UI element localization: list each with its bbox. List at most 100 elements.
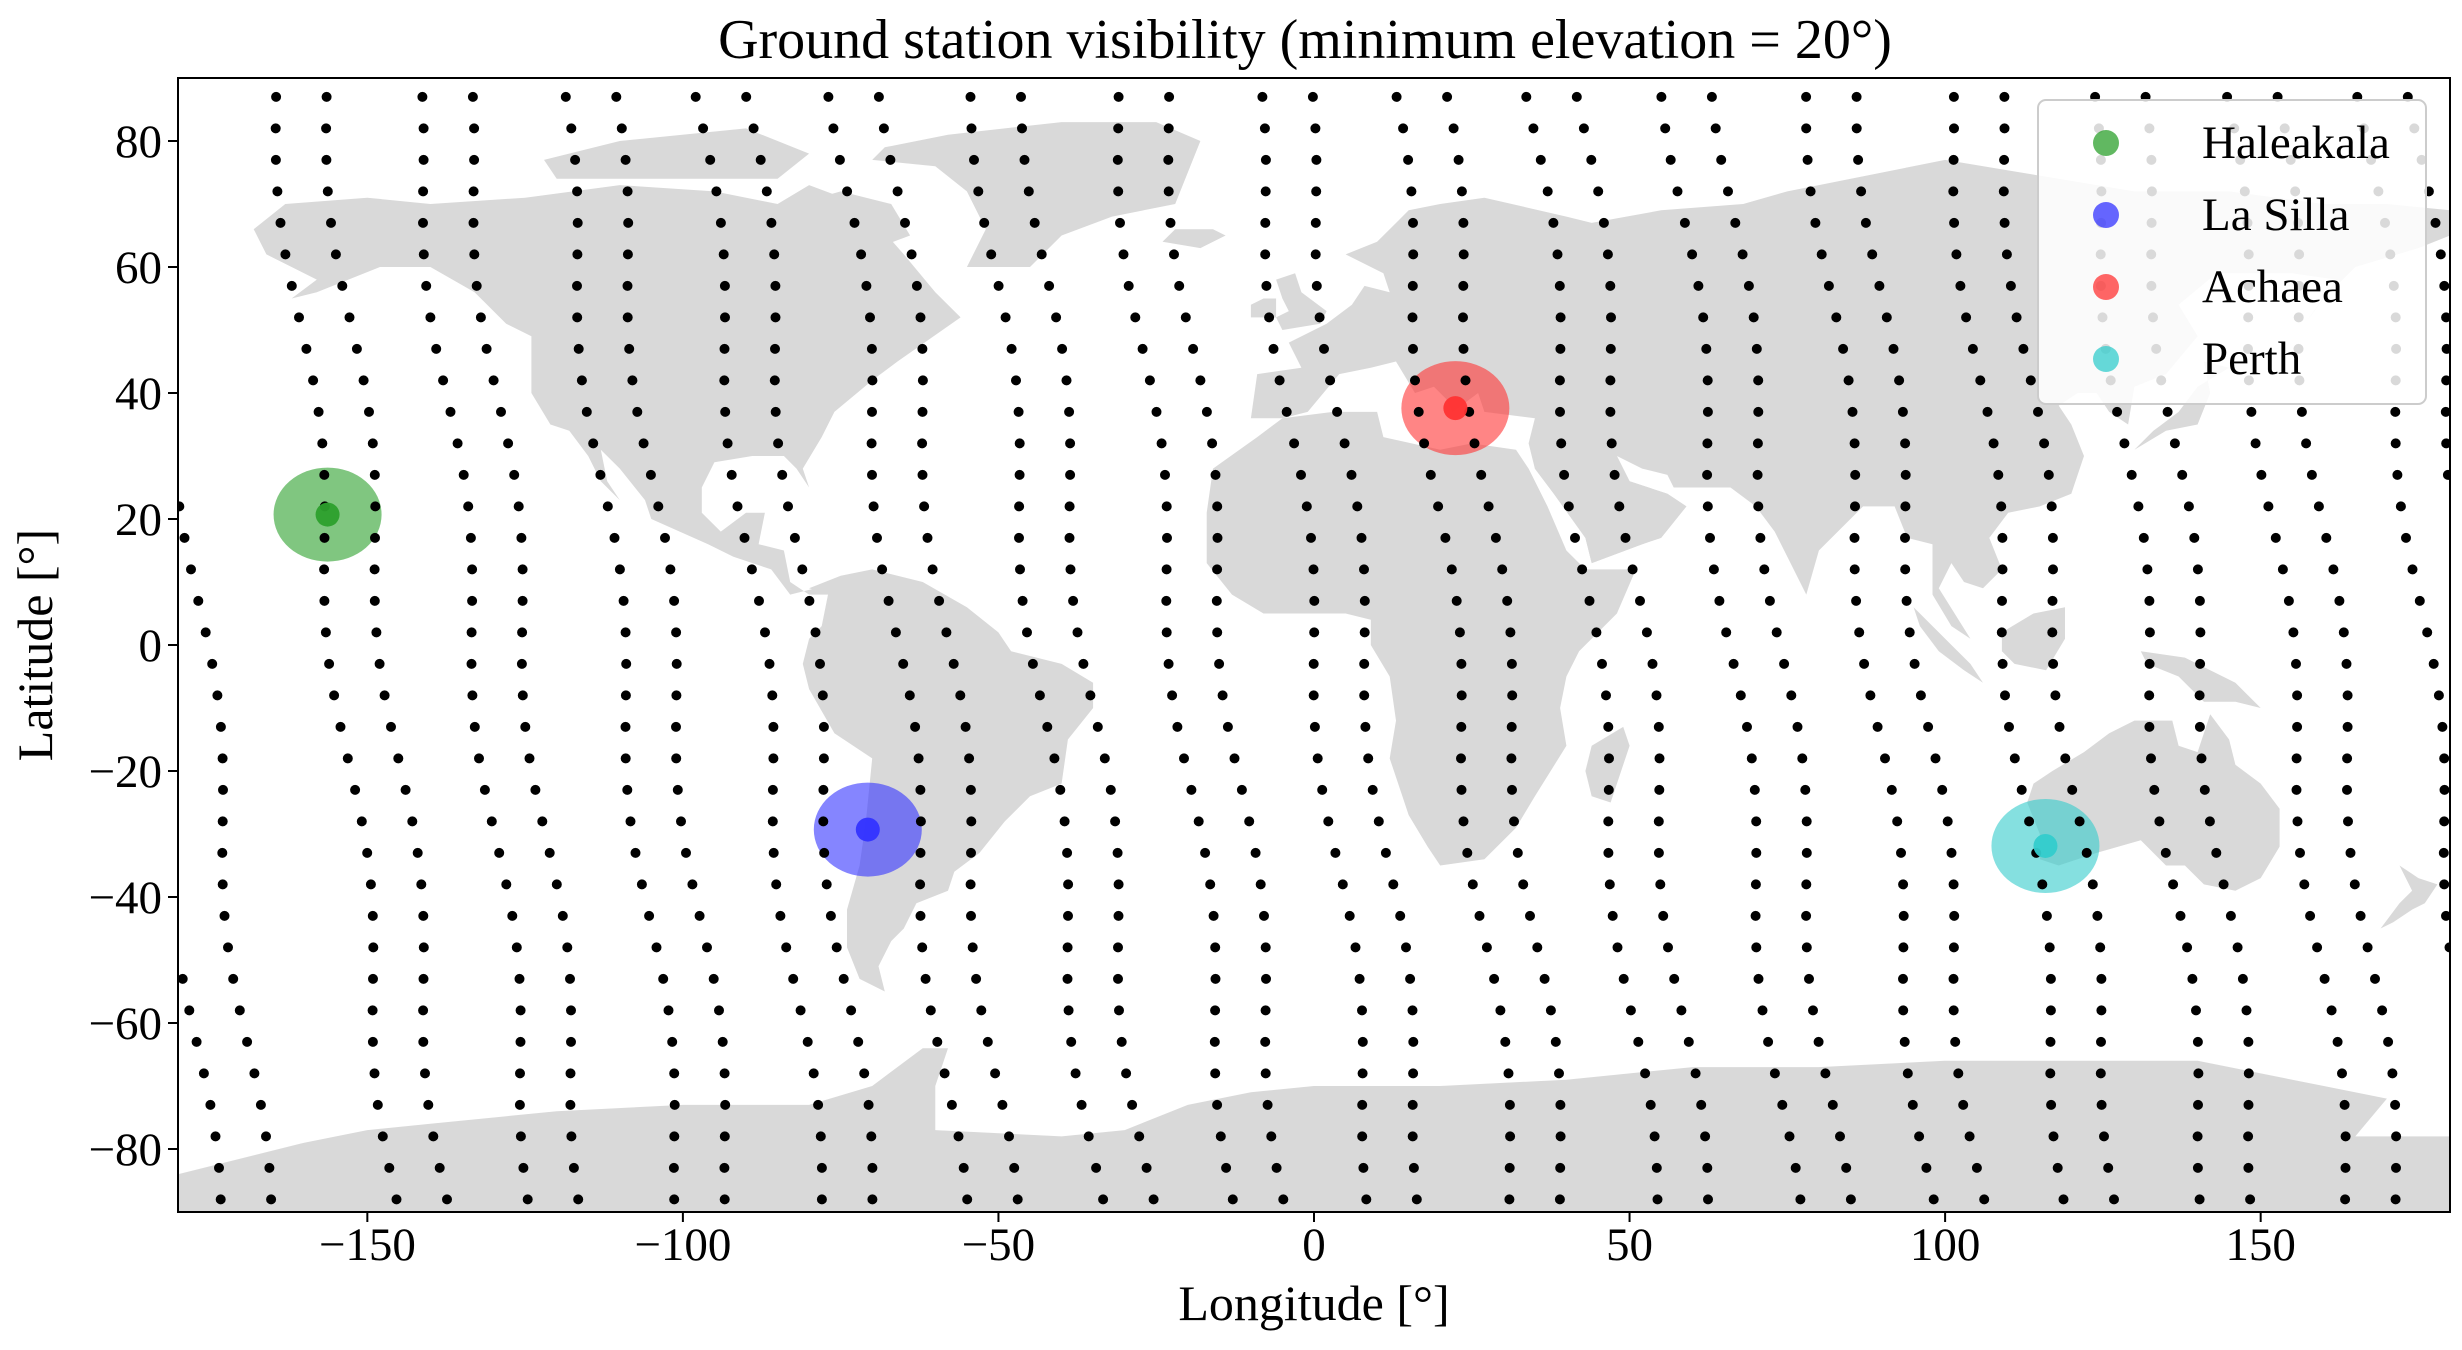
ground-track-point xyxy=(255,1099,266,1110)
ground-track-point xyxy=(990,1068,1001,1079)
ground-track-point xyxy=(1752,469,1763,480)
ground-track-point xyxy=(1948,973,1959,984)
ground-track-point xyxy=(2243,1099,2254,1110)
ground-track-point xyxy=(797,564,808,575)
ground-track-point xyxy=(200,627,211,638)
ground-track-point xyxy=(1898,879,1909,890)
ground-track-point xyxy=(1948,879,1959,890)
ground-track-point xyxy=(1458,280,1469,291)
ground-track-point xyxy=(377,1131,388,1142)
ground-track-point xyxy=(1458,343,1469,354)
ground-track-point xyxy=(2052,1162,2063,1173)
ground-track-point xyxy=(1027,658,1038,669)
legend-label-la-silla: La Silla xyxy=(2202,189,2350,241)
ground-track-point xyxy=(2256,469,2267,480)
ground-track-point xyxy=(581,406,592,417)
ground-track-point xyxy=(367,1036,378,1047)
ground-track-point xyxy=(1446,564,1457,575)
ground-track-point xyxy=(479,784,490,795)
ground-track-point xyxy=(1356,532,1367,543)
ground-track-point xyxy=(1163,658,1174,669)
ground-track-point xyxy=(714,1005,724,1016)
ground-track-point xyxy=(866,1131,877,1142)
ground-track-point xyxy=(367,438,378,449)
ground-track-point xyxy=(2390,438,2401,449)
y-tick-label: −20 xyxy=(88,746,162,798)
ground-track-point xyxy=(1174,280,1185,291)
legend-frame xyxy=(2037,99,2427,405)
ground-track-point xyxy=(1948,1005,1959,1016)
ground-track-point xyxy=(1805,186,1816,197)
ground-track-point xyxy=(838,973,849,984)
ground-track-point xyxy=(1618,973,1629,984)
ground-track-point xyxy=(1640,1068,1651,1079)
ground-track-point xyxy=(2291,753,2302,764)
ground-track-point xyxy=(859,1068,870,1079)
ground-track-point xyxy=(1964,1131,1975,1142)
ground-track-point xyxy=(1308,658,1319,669)
ground-track-point xyxy=(1460,375,1471,386)
ground-track-point xyxy=(2341,658,2352,669)
ground-track-point xyxy=(611,91,622,102)
ground-track-point xyxy=(1458,217,1469,228)
ground-track-point xyxy=(2047,532,2058,543)
ground-track-point xyxy=(1605,406,1616,417)
ground-track-point xyxy=(1029,217,1040,228)
ground-track-point xyxy=(1528,123,1539,134)
ground-track-point xyxy=(941,627,952,638)
ground-track-point xyxy=(1898,942,1909,953)
ground-track-point xyxy=(1555,312,1566,323)
legend-label-achaea: Achaea xyxy=(2202,261,2343,313)
ground-track-point xyxy=(645,469,656,480)
ground-track-point xyxy=(2343,816,2353,827)
ground-track-point xyxy=(1539,973,1550,984)
ground-track-point xyxy=(369,1068,380,1079)
ground-track-point xyxy=(821,879,832,890)
ground-track-point xyxy=(917,343,928,354)
ground-track-point xyxy=(1949,123,1959,134)
ground-track-point xyxy=(1064,501,1075,512)
ground-track-point xyxy=(2041,910,2052,921)
ground-track-point xyxy=(572,312,583,323)
ground-track-point xyxy=(1928,1194,1939,1205)
ground-track-point xyxy=(1784,1131,1795,1142)
ground-track-point xyxy=(1208,910,1219,921)
ground-track-point xyxy=(2016,784,2027,795)
ground-track-point xyxy=(2050,690,2061,701)
north-america-landmass xyxy=(253,185,961,595)
ground-track-point xyxy=(1851,123,1862,134)
ground-track-point xyxy=(1013,406,1024,417)
y-tick-label: 80 xyxy=(115,116,162,168)
ground-track-point xyxy=(1886,784,1897,795)
ground-track-point xyxy=(1210,469,1221,480)
ground-track-point xyxy=(816,1162,827,1173)
ground-track-point xyxy=(1607,910,1618,921)
ground-track-point xyxy=(2288,627,2299,638)
ground-track-point xyxy=(1474,910,1485,921)
ground-track-point xyxy=(474,753,484,764)
ground-track-point xyxy=(966,816,977,827)
ground-track-point xyxy=(573,1194,584,1205)
ground-track-point xyxy=(969,154,979,165)
ground-track-point xyxy=(207,658,218,669)
ground-track-point xyxy=(842,186,853,197)
antarctica-landmass xyxy=(178,1048,2450,1212)
ground-track-point xyxy=(868,501,879,512)
ground-track-point xyxy=(191,1036,202,1047)
ground-track-point xyxy=(465,532,476,543)
ground-track-point xyxy=(1909,658,1920,669)
ground-track-point xyxy=(2192,564,2203,575)
ground-track-point xyxy=(1310,217,1321,228)
ground-track-point xyxy=(1900,564,1911,575)
ground-track-point xyxy=(1363,753,1374,764)
ground-track-point xyxy=(1259,123,1270,134)
ground-track-point xyxy=(976,1005,987,1016)
ground-track-point xyxy=(1701,343,1712,354)
ground-track-point xyxy=(319,564,330,575)
ground-track-point xyxy=(1011,375,1021,386)
ground-track-point xyxy=(2169,438,2180,449)
ground-track-point xyxy=(319,532,330,543)
ground-track-point xyxy=(1161,595,1172,606)
ground-track-point xyxy=(1605,375,1616,386)
ground-track-point xyxy=(1850,501,1860,512)
